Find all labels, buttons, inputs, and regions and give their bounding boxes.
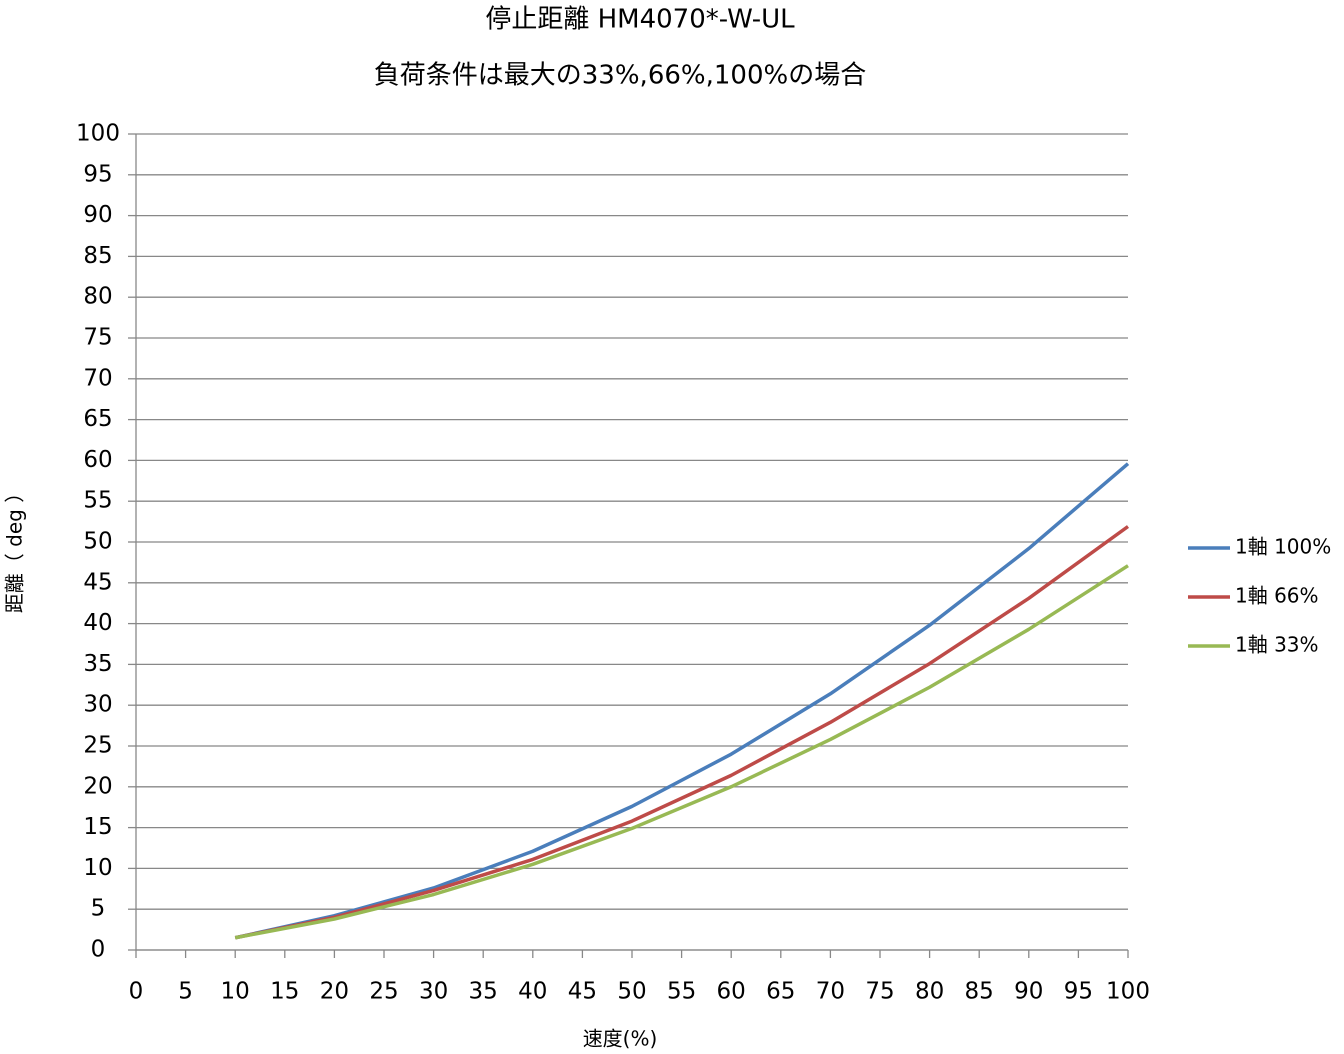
x-tick-label: 55 [667, 979, 696, 1005]
y-tick-label: 15 [83, 814, 112, 840]
legend-label: 1軸 66% [1235, 584, 1319, 608]
x-tick-label: 50 [617, 979, 646, 1005]
x-tick-label: 80 [915, 979, 944, 1005]
x-tick-label: 60 [717, 979, 746, 1005]
y-tick-label: 35 [83, 651, 112, 677]
x-tick-label: 85 [965, 979, 994, 1005]
y-tick-label: 40 [83, 610, 112, 636]
y-tick-label: 30 [83, 692, 112, 718]
chart-subtitle: 負荷条件は最大の33%,66%,100%の場合 [374, 61, 866, 91]
x-tick-label: 30 [419, 979, 448, 1005]
x-tick-label: 0 [129, 979, 144, 1005]
x-tick-label: 25 [369, 979, 398, 1005]
y-tick-label: 60 [83, 447, 112, 473]
x-tick-label: 75 [865, 979, 894, 1005]
chart-title: 停止距離 HM4070*-W-UL [485, 5, 795, 35]
legend-label: 1軸 33% [1235, 633, 1319, 657]
x-tick-label: 35 [469, 979, 498, 1005]
x-axis-label: 速度(%) [583, 1027, 658, 1051]
y-tick-label: 70 [83, 365, 112, 391]
y-tick-label: 25 [83, 733, 112, 759]
y-tick-label: 10 [83, 855, 112, 881]
y-tick-label: 45 [83, 569, 112, 595]
x-tick-label: 10 [221, 979, 250, 1005]
x-tick-label: 5 [178, 979, 193, 1005]
x-tick-label: 70 [816, 979, 845, 1005]
y-axis-label: 距離（ deg ） [3, 483, 27, 613]
legend-label: 1軸 100% [1235, 535, 1331, 559]
x-tick-label: 90 [1014, 979, 1043, 1005]
y-tick-label: 50 [83, 529, 112, 555]
x-tick-label: 15 [270, 979, 299, 1005]
y-tick-label: 5 [91, 896, 106, 922]
y-tick-label: 55 [83, 488, 112, 514]
series-line [234, 525, 1130, 940]
y-tick-label: 75 [83, 325, 112, 351]
y-tick-label: 95 [83, 161, 112, 187]
x-tick-label: 45 [568, 979, 597, 1005]
x-tick-label: 100 [1106, 979, 1150, 1005]
series-line [234, 564, 1129, 940]
y-tick-label: 80 [83, 284, 112, 310]
y-tick-label: 0 [91, 937, 106, 963]
x-tick-label: 40 [518, 979, 547, 1005]
x-tick-label: 65 [766, 979, 795, 1005]
x-tick-label: 95 [1064, 979, 1093, 1005]
y-tick-label: 100 [76, 121, 120, 147]
series-line [234, 462, 1130, 940]
y-tick-label: 20 [83, 773, 112, 799]
y-tick-label: 65 [83, 406, 112, 432]
y-tick-label: 90 [83, 202, 112, 228]
y-tick-label: 85 [83, 243, 112, 269]
x-tick-label: 20 [320, 979, 349, 1005]
